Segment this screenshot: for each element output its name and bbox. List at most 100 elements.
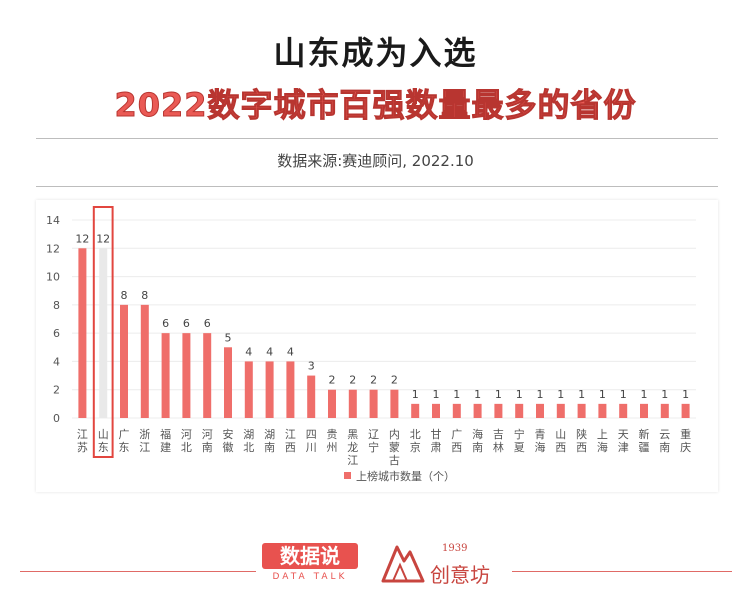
bar-value-label: 1 <box>433 388 440 401</box>
x-tick-label: 广东 <box>119 428 130 454</box>
x-tick-label: 宁夏 <box>514 427 525 454</box>
y-tick-label: 2 <box>53 384 60 397</box>
logo-data-talk-main: 数据说 <box>262 543 358 569</box>
bar-value-label: 1 <box>557 388 564 401</box>
legend-label: 上榜城市数量（个） <box>356 469 455 483</box>
bar-value-label: 8 <box>141 289 148 302</box>
legend: 上榜城市数量（个） <box>344 469 455 483</box>
bar <box>390 389 399 418</box>
bar <box>161 333 170 418</box>
bar-value-label: 6 <box>204 317 211 330</box>
bar-value-label: 6 <box>183 317 190 330</box>
bar <box>556 403 565 418</box>
title-line-2: 2022数字城市百强数量最多的省份 <box>114 86 637 125</box>
bar <box>203 333 212 418</box>
bar <box>432 403 440 418</box>
y-tick-label: 14 <box>46 214 60 227</box>
bar-value-label: 1 <box>412 388 419 401</box>
x-tick-label: 浙江 <box>139 428 150 454</box>
bar-value-label: 2 <box>349 374 356 387</box>
bar-value-label: 4 <box>245 345 252 358</box>
bar-value-label: 1 <box>474 388 481 401</box>
y-tick-label: 8 <box>53 299 60 312</box>
bar-value-label: 2 <box>370 374 377 387</box>
bar <box>224 347 232 418</box>
highlight-box <box>92 206 114 458</box>
bar-value-label: 8 <box>121 289 128 302</box>
x-tick-label: 天津 <box>618 428 629 454</box>
bar-value-label: 4 <box>266 345 273 358</box>
bar <box>640 403 648 418</box>
x-tick-label: 甘肃 <box>431 428 442 454</box>
bar <box>78 248 87 418</box>
x-tick-label: 福建 <box>160 427 171 454</box>
bar-value-label: 5 <box>225 331 232 344</box>
x-tick-label: 江苏 <box>77 428 88 454</box>
bar <box>307 375 316 418</box>
bar <box>140 304 149 418</box>
x-tick-label: 安徽 <box>223 427 234 454</box>
bar-value-label: 1 <box>599 388 606 401</box>
title-line-1: 山东成为入选 <box>273 34 478 72</box>
bar-value-label: 1 <box>495 388 502 401</box>
legend-swatch <box>344 472 351 479</box>
bar <box>244 361 253 418</box>
x-tick-label: 吉林 <box>493 428 504 454</box>
x-tick-label: 辽宁 <box>368 428 379 454</box>
x-tick-label: 湖南 <box>264 428 275 454</box>
x-tick-label: 山西 <box>555 428 566 454</box>
bar-value-label: 12 <box>75 232 89 245</box>
bar <box>265 361 274 418</box>
bar <box>120 304 128 418</box>
bar <box>577 403 586 418</box>
bar-value-label: 4 <box>287 345 294 358</box>
bar <box>681 403 690 418</box>
logo-1939: 1939 创意坊 <box>380 541 492 589</box>
x-tick-label: 河北 <box>181 428 192 454</box>
bar <box>411 403 420 418</box>
bar-value-label: 6 <box>162 317 169 330</box>
bar <box>99 248 108 418</box>
x-tick-label: 青海 <box>535 428 546 454</box>
x-tick-label: 河南 <box>202 428 213 454</box>
bar <box>182 333 191 418</box>
x-tick-label: 海南 <box>472 427 483 454</box>
x-tick-label: 广西 <box>451 428 462 454</box>
divider-top <box>36 138 718 139</box>
bar-value-label: 1 <box>661 388 668 401</box>
divider-bottom <box>36 186 718 187</box>
bar <box>598 403 607 418</box>
y-tick-label: 10 <box>46 271 60 284</box>
bar-value-label: 12 <box>96 232 110 245</box>
y-tick-label: 4 <box>53 355 60 368</box>
x-tick-label: 新疆 <box>639 427 650 454</box>
x-tick-label: 内蒙古 <box>389 427 400 467</box>
bar-value-label: 1 <box>641 388 648 401</box>
x-tick-label: 黑龙江 <box>347 428 358 467</box>
x-tick-label: 北京 <box>410 428 421 454</box>
bar <box>369 389 378 418</box>
bar-value-label: 2 <box>391 374 398 387</box>
bar-value-label: 1 <box>682 388 689 401</box>
bar <box>536 403 544 418</box>
bar <box>619 403 628 418</box>
data-source: 数据来源:赛迪顾问, 2022.10 <box>277 152 474 170</box>
bar <box>660 403 669 418</box>
y-tick-label: 6 <box>53 327 60 340</box>
logo-1939-year: 1939 <box>442 543 468 554</box>
bar <box>328 389 336 418</box>
x-tick-label: 云南 <box>659 428 670 454</box>
bar-value-label: 1 <box>453 388 460 401</box>
x-tick-label: 湖北 <box>243 428 254 454</box>
logo-data-talk-sub: DATA TALK <box>272 572 348 582</box>
logo-data-talk: 数据说 DATA TALK <box>262 543 358 587</box>
logo-1939-name: 创意坊 <box>430 563 490 587</box>
bar <box>452 403 461 418</box>
bar <box>515 403 524 418</box>
bar-value-label: 1 <box>516 388 523 401</box>
bar-value-label: 3 <box>308 360 315 373</box>
bar-value-label: 1 <box>578 388 585 401</box>
mountain-logo-icon <box>381 545 425 583</box>
bar <box>286 361 295 418</box>
